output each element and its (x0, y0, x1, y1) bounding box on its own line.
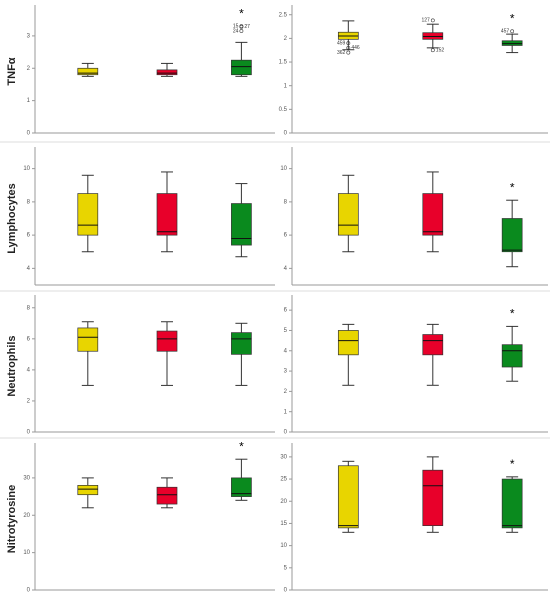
y-tick-label: 5 (284, 328, 288, 334)
y-tick-label: 15 (280, 521, 287, 527)
outlier-label: 27 (244, 24, 250, 30)
y-tick-label: 8 (284, 199, 288, 205)
y-tick-label: 2 (284, 36, 288, 42)
y-tick-label: 2 (27, 66, 31, 72)
row-label: Neutrophils (6, 335, 18, 396)
outlier-label: 127 (421, 18, 430, 24)
significance-star: * (510, 457, 515, 471)
y-tick-label: 2.5 (279, 12, 288, 18)
outlier (239, 24, 244, 29)
box (156, 69, 178, 76)
y-tick-label: 6 (284, 233, 288, 239)
outlier (430, 18, 435, 23)
box (337, 330, 359, 356)
y-tick-label: 0 (27, 588, 31, 594)
box (501, 218, 523, 253)
box (231, 332, 252, 355)
outlier (239, 29, 244, 33)
y-tick-label: 1 (284, 409, 288, 415)
outlier (346, 45, 351, 50)
y-tick-label: 4 (284, 348, 288, 354)
y-tick-label: 3 (27, 33, 31, 39)
row-label: Nitrotyrosine (6, 485, 18, 553)
box (501, 478, 523, 529)
y-tick-label: 6 (27, 336, 31, 342)
y-tick-label: 4 (284, 266, 288, 272)
y-tick-label: 1 (27, 98, 31, 104)
y-tick-label: 20 (23, 513, 30, 519)
y-tick-label: 0 (27, 131, 31, 137)
box (337, 193, 359, 236)
y-tick-label: 2 (27, 399, 31, 405)
outlier-label: 446 (351, 45, 360, 51)
box (77, 67, 99, 76)
significance-star: * (239, 439, 244, 453)
y-tick-label: 1.5 (279, 60, 288, 66)
y-tick-label: 3 (284, 369, 288, 375)
outlier-label: 457 (501, 29, 510, 35)
y-tick-label: 6 (27, 233, 31, 239)
y-tick-label: 25 (280, 477, 287, 483)
significance-star: * (510, 307, 515, 321)
outlier-label: 152 (436, 48, 445, 54)
box (501, 344, 523, 368)
box (422, 334, 444, 356)
outlier-label: 24 (233, 28, 239, 34)
y-tick-label: 10 (280, 166, 287, 172)
y-tick-label: 0 (27, 430, 31, 436)
significance-star: * (510, 11, 515, 25)
y-tick-label: 10 (23, 550, 30, 556)
y-tick-label: 5 (284, 565, 288, 571)
box (422, 469, 444, 527)
outlier (430, 48, 435, 53)
box (337, 465, 359, 529)
box (77, 193, 99, 236)
significance-star: * (239, 6, 244, 20)
box (77, 485, 99, 496)
y-tick-label: 8 (27, 305, 31, 311)
box (231, 203, 252, 246)
outlier-label: 459 (337, 40, 346, 46)
y-tick-label: 4 (27, 266, 31, 272)
y-tick-label: 1 (284, 83, 288, 89)
y-tick-label: 0 (284, 131, 288, 137)
box (156, 330, 178, 352)
box (156, 486, 178, 505)
row-label: Lymphocytes (6, 183, 18, 254)
y-tick-label: 10 (280, 543, 287, 549)
outlier (346, 41, 351, 46)
y-tick-label: 10 (23, 166, 30, 172)
outlier (510, 29, 515, 34)
row-label: TNFα (6, 57, 18, 85)
box (77, 327, 99, 352)
y-tick-label: 20 (280, 499, 287, 505)
y-tick-label: 30 (23, 475, 30, 481)
outlier (346, 50, 351, 55)
y-tick-label: 0 (284, 588, 288, 594)
box (422, 193, 444, 236)
significance-star: * (510, 180, 515, 194)
outlier-label: 15 (233, 24, 239, 30)
box (231, 477, 252, 497)
y-tick-label: 8 (27, 199, 31, 205)
box (231, 59, 252, 76)
y-tick-label: 30 (280, 454, 287, 460)
outlier-label: 362 (337, 50, 346, 56)
y-tick-label: 0.5 (279, 107, 288, 113)
y-tick-label: 0 (284, 430, 288, 436)
y-tick-label: 6 (284, 308, 288, 314)
y-tick-label: 4 (27, 367, 31, 373)
box (156, 193, 178, 236)
y-tick-label: 2 (284, 389, 288, 395)
